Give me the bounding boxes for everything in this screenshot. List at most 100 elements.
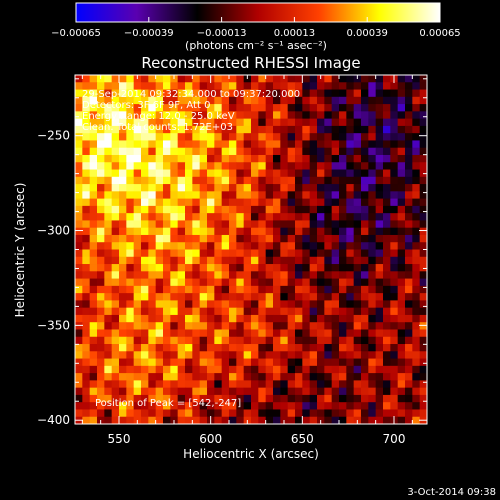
heatmap-cell bbox=[383, 140, 391, 149]
heatmap-cell bbox=[82, 227, 91, 236]
heatmap-cell bbox=[331, 125, 340, 134]
heatmap-cell bbox=[368, 329, 377, 338]
heatmap-cell bbox=[251, 125, 259, 134]
heatmap-cell bbox=[317, 169, 325, 178]
heatmap-cell bbox=[397, 169, 406, 178]
heatmap-cell bbox=[412, 314, 421, 323]
heatmap-cell bbox=[383, 402, 391, 410]
heatmap-cell bbox=[412, 104, 421, 112]
heatmap-cell bbox=[177, 125, 186, 134]
heatmap-cell bbox=[302, 89, 311, 98]
heatmap-cell bbox=[104, 162, 113, 170]
heatmap-cell bbox=[199, 264, 208, 272]
heatmap-cell bbox=[236, 394, 245, 403]
heatmap-cell bbox=[280, 358, 289, 367]
heatmap-cell bbox=[280, 365, 289, 374]
heatmap-cell bbox=[104, 322, 113, 330]
heatmap-cell bbox=[251, 75, 259, 83]
heatmap-cell bbox=[221, 358, 230, 367]
heatmap-cell bbox=[273, 278, 281, 287]
footer-timestamp: 3-Oct-2014 09:38 bbox=[407, 487, 496, 498]
heatmap-cell bbox=[89, 154, 98, 163]
heatmap-cell bbox=[141, 213, 149, 221]
heatmap-cell bbox=[199, 75, 208, 83]
heatmap-cell bbox=[229, 380, 237, 389]
heatmap-cell bbox=[331, 249, 340, 258]
heatmap-cell bbox=[419, 176, 427, 185]
heatmap-cell bbox=[383, 314, 391, 323]
heatmap-cell bbox=[309, 125, 318, 134]
heatmap-cell bbox=[163, 89, 171, 98]
heatmap-cell bbox=[317, 402, 325, 410]
heatmap-cell bbox=[221, 365, 230, 374]
heatmap-cell bbox=[383, 147, 391, 156]
heatmap-cell bbox=[97, 154, 105, 163]
heatmap-cell bbox=[163, 358, 171, 367]
heatmap-cell bbox=[214, 133, 223, 141]
heatmap-cell bbox=[126, 118, 135, 127]
heatmap-cell bbox=[317, 234, 325, 243]
heatmap-cell bbox=[258, 358, 267, 367]
heatmap-cell bbox=[324, 184, 333, 192]
heatmap-cell bbox=[368, 336, 377, 345]
heatmap-cell bbox=[133, 125, 142, 134]
heatmap-cell bbox=[82, 111, 91, 120]
heatmap-cell bbox=[295, 264, 303, 272]
heatmap-cell bbox=[236, 220, 245, 229]
heatmap-cell bbox=[177, 154, 186, 163]
heatmap-cell bbox=[214, 322, 223, 330]
heatmap-cell bbox=[104, 82, 113, 90]
heatmap-cell bbox=[397, 147, 406, 156]
heatmap-cell bbox=[324, 234, 333, 243]
heatmap-cell bbox=[148, 111, 157, 120]
heatmap-cell bbox=[309, 96, 318, 105]
heatmap-cell bbox=[185, 96, 193, 105]
heatmap-cell bbox=[375, 111, 384, 120]
heatmap-cell bbox=[368, 220, 377, 229]
heatmap-cell bbox=[339, 351, 347, 359]
heatmap-cell bbox=[317, 154, 325, 163]
heatmap-cell bbox=[104, 314, 113, 323]
heatmap-cell bbox=[148, 322, 157, 330]
heatmap-cell bbox=[368, 147, 377, 156]
heatmap-cell bbox=[207, 387, 215, 396]
heatmap-cell bbox=[141, 125, 149, 134]
heatmap-cell bbox=[104, 416, 113, 424]
heatmap-cell bbox=[331, 234, 340, 243]
heatmap-cell bbox=[170, 271, 179, 279]
heatmap-cell bbox=[405, 271, 413, 279]
heatmap-cell bbox=[397, 205, 406, 214]
heatmap-cell bbox=[199, 227, 208, 236]
heatmap-cell bbox=[287, 293, 296, 301]
heatmap-cell bbox=[361, 140, 369, 149]
heatmap-cell bbox=[185, 285, 193, 294]
heatmap-cell bbox=[287, 198, 296, 207]
heatmap-cell bbox=[141, 227, 149, 236]
heatmap-cell bbox=[97, 409, 105, 418]
heatmap-cell bbox=[207, 111, 215, 120]
heatmap-cell bbox=[412, 242, 421, 250]
heatmap-cell bbox=[339, 402, 347, 410]
heatmap-cell bbox=[126, 111, 135, 120]
heatmap-cell bbox=[75, 402, 83, 410]
heatmap-cell bbox=[397, 256, 406, 265]
heatmap-cell bbox=[412, 184, 421, 192]
heatmap-cell bbox=[375, 380, 384, 389]
heatmap-cell bbox=[155, 285, 164, 294]
heatmap-cell bbox=[170, 234, 179, 243]
heatmap-cell bbox=[89, 314, 98, 323]
heatmap-cell bbox=[273, 351, 281, 359]
heatmap-cell bbox=[258, 176, 267, 185]
heatmap-cell bbox=[258, 213, 267, 221]
heatmap-cell bbox=[251, 96, 259, 105]
heatmap-cell bbox=[368, 373, 377, 381]
heatmap-cell bbox=[287, 176, 296, 185]
heatmap-cell bbox=[89, 402, 98, 410]
heatmap-cell bbox=[258, 402, 267, 410]
heatmap-cell bbox=[273, 329, 281, 338]
heatmap-cell bbox=[148, 82, 157, 90]
heatmap-cell bbox=[383, 125, 391, 134]
heatmap-cell bbox=[75, 205, 83, 214]
heatmap-cell bbox=[280, 213, 289, 221]
heatmap-cell bbox=[185, 104, 193, 112]
